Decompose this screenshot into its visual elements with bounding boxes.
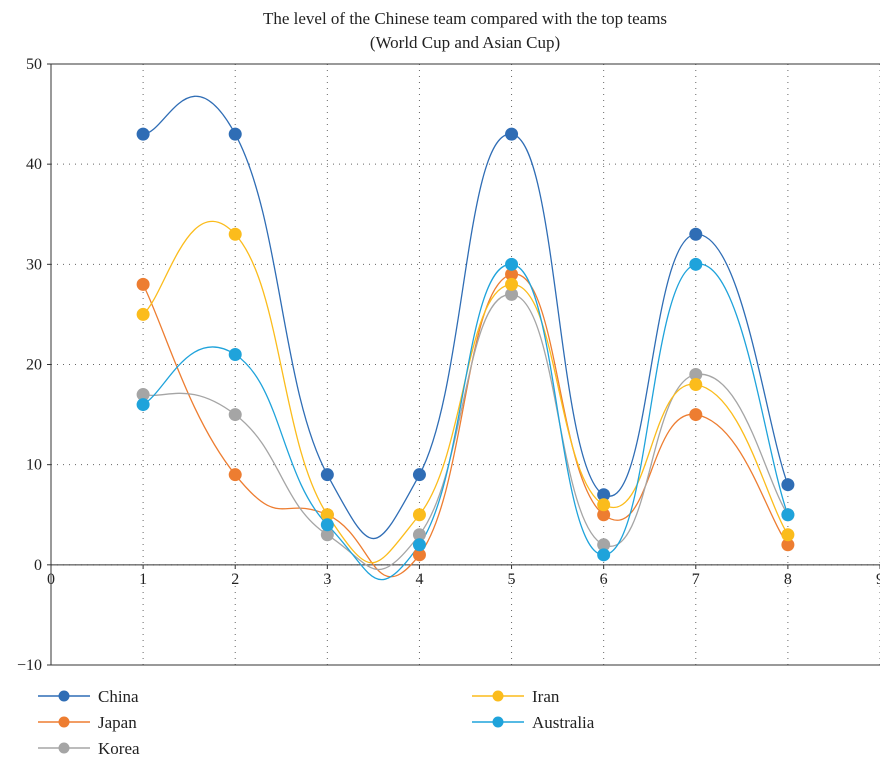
legend-swatch-marker bbox=[59, 743, 70, 754]
data-point-china bbox=[689, 228, 702, 241]
data-point-iran bbox=[781, 528, 794, 541]
legend-label: Iran bbox=[532, 687, 560, 706]
y-tick-label: 0 bbox=[34, 557, 42, 574]
x-tick-label: 2 bbox=[231, 571, 239, 588]
legend-swatch-marker bbox=[493, 717, 504, 728]
legend-label: Australia bbox=[532, 713, 595, 732]
legend-item-korea: Korea bbox=[38, 739, 140, 758]
series-lines bbox=[143, 96, 788, 579]
series-line-australia bbox=[143, 264, 788, 580]
data-point-china bbox=[413, 468, 426, 481]
legend-swatch-marker bbox=[59, 691, 70, 702]
data-point-iran bbox=[689, 378, 702, 391]
y-tick-label: 20 bbox=[26, 357, 42, 374]
y-tick-label: −10 bbox=[17, 657, 42, 674]
data-point-china bbox=[321, 468, 334, 481]
data-point-iran bbox=[137, 308, 150, 321]
data-point-iran bbox=[505, 278, 518, 291]
data-point-australia bbox=[597, 548, 610, 561]
x-tick-label: 7 bbox=[692, 571, 700, 588]
x-tick-label: 6 bbox=[600, 571, 608, 588]
x-tick-label: 9 bbox=[876, 571, 880, 588]
x-tick-label: 3 bbox=[323, 571, 331, 588]
data-point-australia bbox=[505, 258, 518, 271]
data-point-australia bbox=[689, 258, 702, 271]
legend-swatch-marker bbox=[59, 717, 70, 728]
series-line-japan bbox=[143, 274, 788, 577]
data-point-japan bbox=[689, 408, 702, 421]
legend-item-iran: Iran bbox=[472, 687, 560, 706]
data-point-australia bbox=[413, 538, 426, 551]
legend-label: Korea bbox=[98, 739, 140, 758]
series-line-korea bbox=[143, 294, 788, 569]
data-point-australia bbox=[137, 398, 150, 411]
chart-subtitle: (World Cup and Asian Cup) bbox=[370, 33, 560, 52]
data-point-japan bbox=[229, 468, 242, 481]
y-tick-label: 10 bbox=[26, 457, 42, 474]
legend-item-australia: Australia bbox=[472, 713, 595, 732]
data-point-iran bbox=[597, 498, 610, 511]
legend: China Japan Korea Iran Australia bbox=[38, 687, 595, 758]
x-tick-label: 5 bbox=[508, 571, 516, 588]
data-point-china bbox=[137, 128, 150, 141]
x-tick-label: 0 bbox=[47, 571, 55, 588]
legend-label: Japan bbox=[98, 713, 137, 732]
data-point-iran bbox=[413, 508, 426, 521]
y-tick-label: 30 bbox=[26, 256, 42, 273]
chart-title: The level of the Chinese team compared w… bbox=[263, 9, 667, 28]
data-point-china bbox=[781, 478, 794, 491]
data-point-australia bbox=[229, 348, 242, 361]
data-point-australia bbox=[321, 518, 334, 531]
x-tick-label: 1 bbox=[139, 571, 147, 588]
data-point-korea bbox=[229, 408, 242, 421]
data-point-china bbox=[229, 128, 242, 141]
data-point-china bbox=[505, 128, 518, 141]
y-tick-label: 50 bbox=[26, 56, 42, 73]
legend-item-china: China bbox=[38, 687, 139, 706]
legend-item-japan: Japan bbox=[38, 713, 137, 732]
x-tick-label: 8 bbox=[784, 571, 792, 588]
legend-swatch-marker bbox=[493, 691, 504, 702]
data-point-japan bbox=[137, 278, 150, 291]
x-tick-label: 4 bbox=[415, 571, 423, 588]
legend-label: China bbox=[98, 687, 139, 706]
data-point-iran bbox=[229, 228, 242, 241]
y-tick-label: 40 bbox=[26, 156, 42, 173]
data-point-australia bbox=[781, 508, 794, 521]
